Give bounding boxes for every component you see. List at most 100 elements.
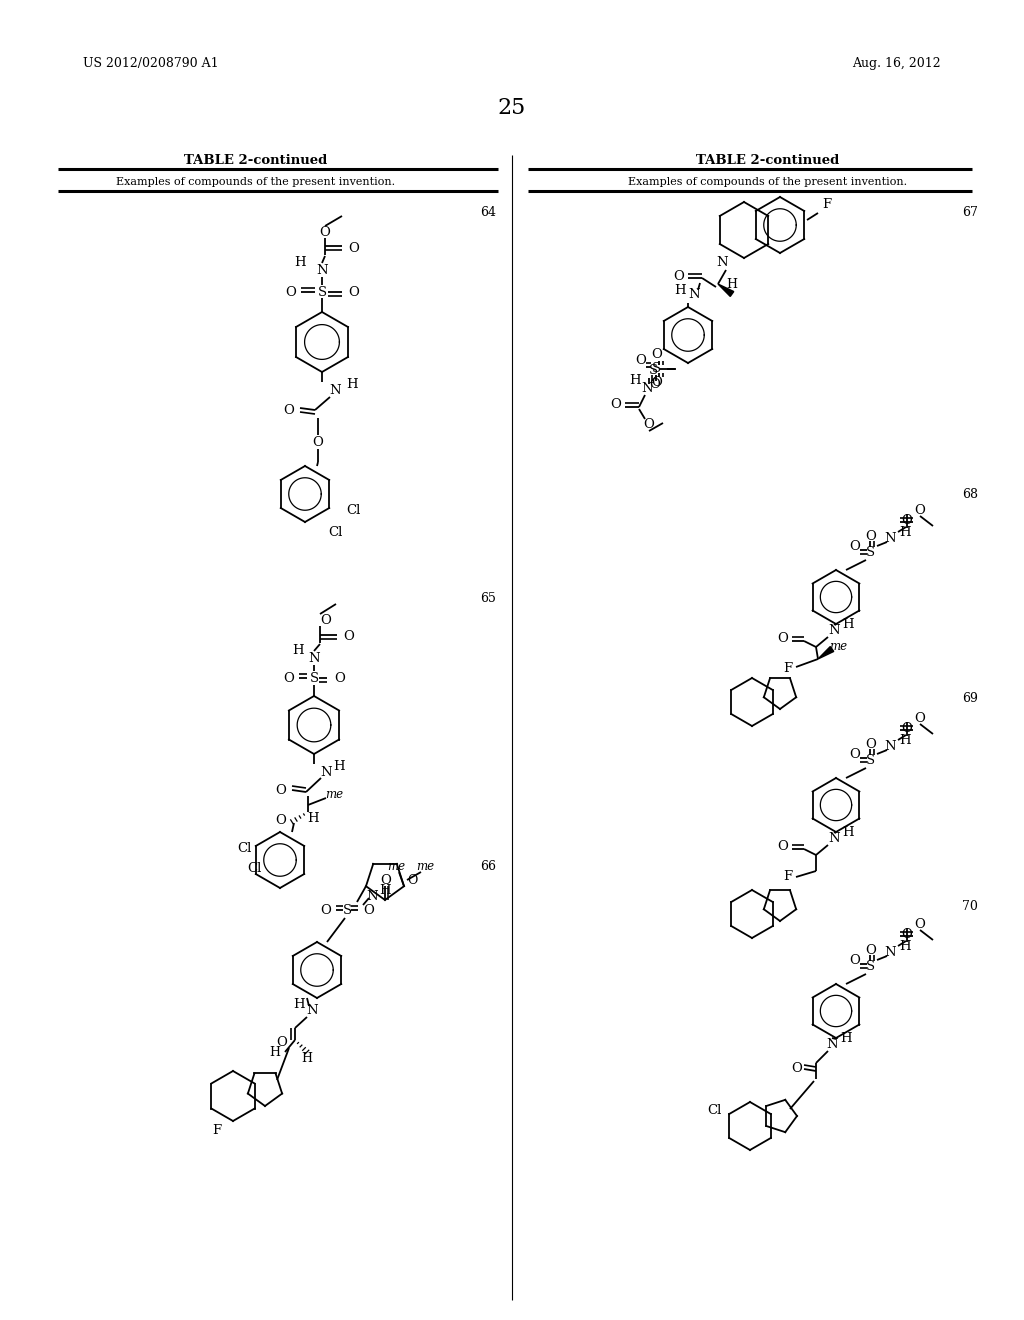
Polygon shape [818,647,834,659]
Text: 64: 64 [480,206,496,219]
Text: O: O [610,399,621,412]
Text: N: N [826,1039,838,1052]
Text: H: H [726,277,737,290]
Text: N: N [828,624,840,638]
Text: H: H [842,826,854,840]
Text: 70: 70 [963,899,978,912]
Text: O: O [362,903,374,916]
Text: TABLE 2-continued: TABLE 2-continued [696,153,840,166]
Text: O: O [901,722,912,734]
Text: O: O [348,242,358,255]
Text: H: H [333,760,345,774]
Text: O: O [348,285,358,298]
Text: F: F [212,1123,221,1137]
Polygon shape [718,284,734,297]
Text: Cl: Cl [238,842,252,854]
Text: O: O [334,672,345,685]
Text: O: O [914,503,926,516]
Text: N: N [316,264,328,276]
Text: H: H [840,1032,852,1045]
Text: O: O [850,953,860,966]
Text: N: N [321,766,332,779]
Text: O: O [901,928,912,940]
Text: O: O [651,376,663,389]
Text: O: O [321,903,331,916]
Text: H: H [292,644,304,656]
Text: N: N [884,945,896,958]
Text: me: me [325,788,343,800]
Text: me: me [416,859,434,873]
Text: N: N [329,384,341,396]
Text: TABLE 2-continued: TABLE 2-continued [184,153,328,166]
Text: H: H [301,1052,312,1065]
Text: O: O [649,379,660,392]
Text: F: F [822,198,831,211]
Text: N: N [306,1005,317,1018]
Text: N: N [367,890,378,903]
Text: O: O [312,436,324,449]
Text: O: O [285,285,296,298]
Text: 68: 68 [962,487,978,500]
Text: H: H [346,379,357,392]
Text: 69: 69 [963,692,978,705]
Text: H: H [899,940,910,953]
Text: 67: 67 [963,206,978,219]
Text: O: O [319,226,331,239]
Text: O: O [283,672,294,685]
Text: O: O [777,632,788,645]
Text: O: O [276,1036,287,1049]
Text: O: O [673,269,684,282]
Text: F: F [783,870,792,883]
Text: Cl: Cl [708,1105,722,1118]
Text: 65: 65 [480,591,496,605]
Text: O: O [407,874,418,887]
Text: Examples of compounds of the present invention.: Examples of compounds of the present inv… [117,177,395,187]
Text: Cl: Cl [346,504,360,517]
Text: H: H [379,883,391,896]
Text: N: N [308,652,319,664]
Text: O: O [850,540,860,553]
Text: N: N [716,256,728,268]
Text: O: O [914,917,926,931]
Text: N: N [641,383,653,396]
Text: O: O [865,738,877,751]
Text: Cl: Cl [248,862,262,874]
Text: O: O [850,747,860,760]
Text: O: O [343,631,354,644]
Text: O: O [275,784,286,796]
Text: me: me [387,859,406,873]
Text: S: S [865,754,874,767]
Text: O: O [792,1063,802,1076]
Text: S: S [317,285,327,298]
Text: O: O [865,529,877,543]
Text: H: H [674,284,686,297]
Text: O: O [901,513,912,527]
Text: H: H [899,734,910,747]
Text: N: N [884,739,896,752]
Text: H: H [307,812,318,825]
Text: H: H [899,525,910,539]
Text: H: H [842,619,854,631]
Text: H: H [294,256,306,268]
Text: O: O [275,813,286,826]
Text: N: N [828,833,840,846]
Text: O: O [636,355,646,367]
Text: F: F [783,663,792,676]
Text: S: S [342,903,351,916]
Text: O: O [643,418,654,432]
Text: S: S [648,364,657,378]
Text: S: S [865,960,874,973]
Text: O: O [777,841,788,854]
Text: me: me [829,640,847,653]
Text: 25: 25 [498,96,526,119]
Text: O: O [651,348,663,362]
Text: N: N [884,532,896,544]
Text: N: N [688,289,699,301]
Text: O: O [283,404,294,417]
Text: Aug. 16, 2012: Aug. 16, 2012 [852,58,941,70]
Text: H: H [293,998,305,1011]
Text: H: H [269,1045,281,1059]
Text: O: O [914,711,926,725]
Text: S: S [652,363,662,375]
Text: US 2012/0208790 A1: US 2012/0208790 A1 [83,58,219,70]
